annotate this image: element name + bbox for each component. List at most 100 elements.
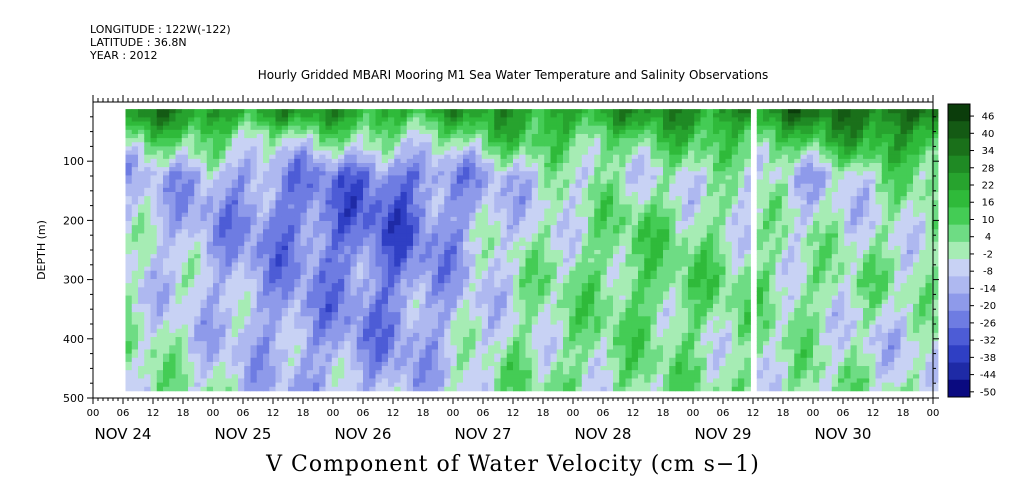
heatmap-cell [531, 208, 539, 214]
heatmap-cell [175, 308, 183, 313]
heatmap-cell [431, 320, 439, 325]
heatmap-cell [488, 279, 495, 284]
heatmap-cell [569, 212, 576, 218]
heatmap-cell [569, 262, 576, 267]
heatmap-cell [250, 258, 258, 263]
heatmap-cell [138, 129, 145, 135]
heatmap-cell [475, 208, 483, 214]
heatmap-cell [219, 237, 226, 243]
heatmap-cell [169, 162, 176, 168]
heatmap-cell [500, 204, 508, 209]
heatmap-cell [125, 270, 133, 276]
heatmap-cell [575, 254, 583, 259]
heatmap-cell [238, 308, 245, 313]
heatmap-cell [263, 279, 270, 284]
heatmap-cell [406, 382, 414, 388]
heatmap-cell [156, 113, 164, 118]
heatmap-cell [575, 158, 583, 164]
heatmap-cell [419, 212, 426, 218]
heatmap-cell [231, 117, 239, 122]
heatmap-cell [438, 225, 445, 230]
heatmap-cell [381, 332, 389, 338]
heatmap-cell [506, 216, 514, 222]
heatmap-cell [531, 220, 539, 226]
heatmap-cell [425, 324, 433, 330]
heatmap-cell [394, 258, 401, 263]
heatmap-cell [125, 133, 133, 139]
heatmap-cell [138, 113, 145, 118]
heatmap-cell [563, 357, 570, 363]
heatmap-cell [450, 225, 458, 230]
heatmap-cell [431, 382, 439, 388]
heatmap-cell [213, 270, 220, 276]
heatmap-cell [375, 171, 383, 176]
heatmap-cell [131, 129, 139, 135]
heatmap-cell [494, 332, 501, 338]
heatmap-cell [331, 138, 339, 143]
heatmap-cell [138, 386, 145, 392]
heatmap-cell [319, 183, 326, 189]
heatmap-cell [513, 150, 520, 156]
heatmap-cell [300, 167, 308, 172]
heatmap-cell [356, 158, 364, 164]
heatmap-cell [319, 287, 326, 292]
heatmap-cell [406, 125, 414, 131]
heatmap-cell [313, 353, 320, 359]
heatmap-cell [369, 324, 376, 330]
heatmap-cell [456, 303, 464, 309]
heatmap-cell [500, 233, 508, 238]
heatmap-cell [125, 382, 133, 388]
heatmap-cell [163, 146, 170, 151]
heatmap-cell [569, 200, 576, 205]
heatmap-cell [538, 382, 545, 388]
heatmap-cell [500, 133, 508, 139]
heatmap-cell [313, 162, 320, 168]
heatmap-cell [569, 386, 576, 392]
heatmap-cell [375, 167, 383, 172]
heatmap-cell [513, 196, 520, 201]
heatmap-cell [338, 291, 345, 296]
heatmap-cell [413, 191, 420, 197]
heatmap-cell [506, 183, 514, 189]
heatmap-cell [225, 370, 233, 375]
heatmap-cell [263, 316, 270, 321]
heatmap-cell [200, 162, 208, 168]
heatmap-cell [331, 183, 339, 189]
heatmap-cell [531, 167, 539, 172]
heatmap-cell [269, 237, 276, 243]
heatmap-cell [244, 146, 251, 151]
heatmap-cell [538, 113, 545, 118]
heatmap-cell [413, 299, 420, 305]
heatmap-cell [488, 150, 495, 156]
heatmap-cell [413, 158, 420, 164]
heatmap-cell [438, 303, 445, 309]
heatmap-cell [131, 303, 139, 309]
heatmap-cell [344, 200, 351, 205]
heatmap-cell [156, 357, 164, 363]
heatmap-cell [581, 179, 589, 185]
heatmap-cell [275, 258, 283, 263]
heatmap-cell [288, 299, 295, 305]
heatmap-cell [400, 270, 408, 276]
heatmap-cell [331, 121, 339, 127]
heatmap-cell [463, 171, 470, 176]
heatmap-cell [425, 283, 433, 288]
heatmap-cell [163, 332, 170, 338]
heatmap-cell [200, 341, 208, 346]
heatmap-cell [294, 370, 301, 375]
heatmap-cell [181, 324, 189, 330]
heatmap-cell [338, 295, 345, 301]
heatmap-cell [463, 133, 470, 139]
heatmap-cell [169, 274, 176, 280]
heatmap-cell [225, 250, 233, 255]
heatmap-cell [494, 220, 501, 226]
heatmap-cell [400, 183, 408, 189]
heatmap-cell [456, 361, 464, 367]
heatmap-cell [244, 220, 251, 226]
heatmap-cell [463, 121, 470, 127]
heatmap-cell [306, 175, 314, 180]
heatmap-cell [131, 241, 139, 247]
heatmap-cell [250, 287, 258, 292]
heatmap-cell [319, 142, 326, 147]
heatmap-cell [431, 117, 439, 122]
